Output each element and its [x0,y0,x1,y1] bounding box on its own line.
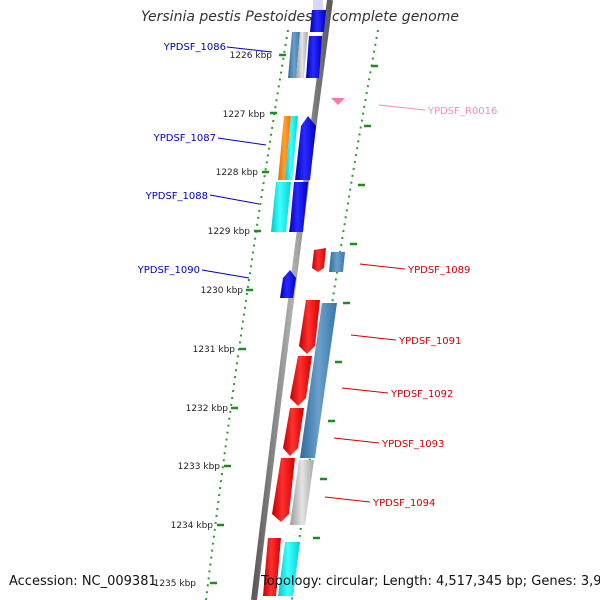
gene-label-ypdsf-1088[interactable]: YPDSF_1088 [145,191,208,202]
gene-feature-blue-top[interactable] [310,10,326,32]
tick-label-1234: 1234 kbp [171,521,214,531]
gene-label-ypdsf-1089[interactable]: YPDSF_1089 [407,265,470,276]
leader-lines-left [201,46,273,279]
gene-feature-red-1089[interactable] [312,248,326,272]
genome-info-text: Topology: circular; Length: 4,517,345 bp… [261,574,600,589]
rna-feature-pink[interactable] [331,98,345,105]
gene-label-ypdsf-r0016[interactable]: YPDSF_R0016 [427,106,497,117]
gene-label-ypdsf-1094[interactable]: YPDSF_1094 [372,498,435,509]
gene-label-ypdsf-1092[interactable]: YPDSF_1092 [390,389,453,400]
forward-strand-features [290,98,345,525]
tick-label-1233: 1233 kbp [178,462,221,472]
gene-feature-steel-1089[interactable] [329,252,345,272]
genome-backbone [251,0,333,600]
gene-label-ypdsf-1090[interactable]: YPDSF_1090 [137,265,200,276]
gene-feature-red-4[interactable] [272,458,295,522]
tick-label-1235: 1235 kbp [154,579,197,589]
tick-label-1228: 1228 kbp [216,168,259,178]
gene-feature-lavender[interactable] [313,0,323,10]
gene-label-ypdsf-1086[interactable]: YPDSF_1086 [163,42,226,53]
gene-label-ypdsf-1087[interactable]: YPDSF_1087 [153,133,216,144]
gene-feature-red-2[interactable] [290,356,312,406]
leader-lines-right [324,263,406,503]
gene-feature-blue[interactable] [306,36,322,78]
gene-feature-cyan[interactable] [285,116,298,180]
leader-line-rna [378,104,426,111]
tick-label-1232: 1232 kbp [186,404,229,414]
tick-marks-left [210,53,286,585]
outer-dotted-ring-left [205,29,289,600]
accession-text: Accession: NC_009381 [9,574,157,589]
gene-feature-blue-1088[interactable] [289,182,308,232]
reverse-strand-features [263,0,326,596]
gene-feature-grey-1094[interactable] [290,460,314,525]
gene-feature-red-5[interactable] [263,538,281,596]
gene-feature-blue-1087[interactable] [295,116,316,180]
gene-label-ypdsf-1091[interactable]: YPDSF_1091 [398,336,461,347]
tick-marks-right [313,64,378,540]
gene-feature-cyan-1088[interactable] [271,182,291,232]
tick-label-1230: 1230 kbp [201,286,244,296]
gene-label-ypdsf-1093[interactable]: YPDSF_1093 [381,439,444,450]
tick-label-1226: 1226 kbp [230,51,273,61]
gene-feature-orange[interactable] [278,116,291,180]
map-title: Yersinia pestis Pestoides F, complete ge… [141,9,459,25]
tick-label-1231: 1231 kbp [193,345,236,355]
tick-label-1227: 1227 kbp [223,110,266,120]
gene-feature-steel-long[interactable] [300,303,337,458]
gene-feature-red-1[interactable] [299,300,320,354]
gene-feature-blue-1090[interactable] [280,270,296,298]
gene-feature-grey[interactable] [296,32,308,78]
tick-label-1229: 1229 kbp [208,227,251,237]
gene-feature-red-3[interactable] [283,408,304,456]
gene-feature-cyan-bottom[interactable] [278,542,300,596]
